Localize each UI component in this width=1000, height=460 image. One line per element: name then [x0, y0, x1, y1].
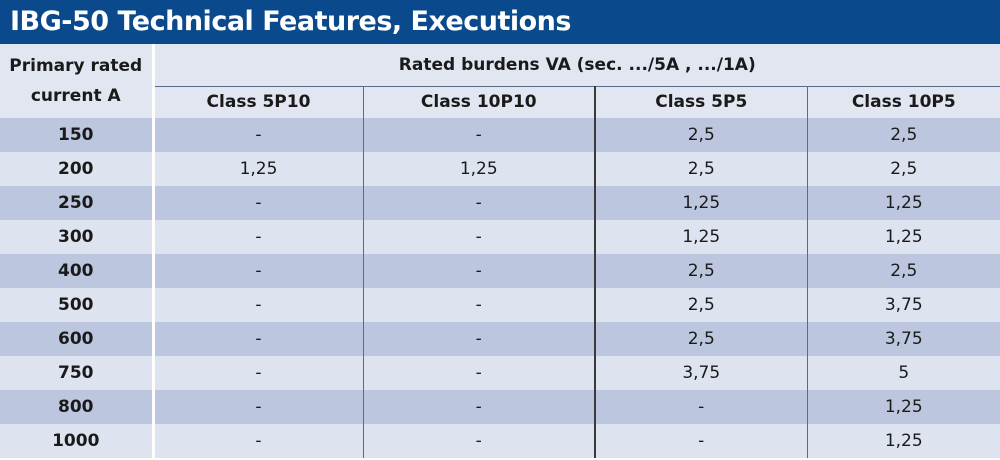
value-cell: -: [151, 186, 363, 220]
value-cell: 3,75: [806, 288, 1000, 322]
value-cell: -: [362, 220, 595, 254]
value-cell: -: [151, 288, 363, 322]
value-cell: 2,5: [806, 152, 1000, 186]
value-cell: 2,5: [806, 118, 1000, 152]
class-header-5p5: Class 5P5: [594, 86, 807, 118]
value-cell: 3,75: [806, 322, 1000, 356]
current-cell: 500: [0, 288, 153, 322]
value-cell: 3,75: [594, 356, 807, 390]
value-cell: 2,5: [806, 254, 1000, 288]
value-cell: 1,25: [594, 186, 807, 220]
value-cell: 2,5: [594, 254, 807, 288]
primary-header-line1: Primary rated: [9, 56, 143, 76]
table-row: 600 - - 2,5 3,75: [0, 322, 1000, 356]
current-cell: 800: [0, 390, 153, 424]
value-cell: -: [151, 356, 363, 390]
class-header-10p10: Class 10P10: [362, 86, 595, 118]
current-cell: 750: [0, 356, 153, 390]
value-cell: -: [594, 390, 807, 424]
current-cell: 200: [0, 152, 153, 186]
table-row: 300 - - 1,25 1,25: [0, 220, 1000, 254]
value-cell: 2,5: [594, 118, 807, 152]
value-cell: -: [151, 118, 363, 152]
table-row: 800 - - - 1,25: [0, 390, 1000, 424]
value-cell: -: [362, 254, 595, 288]
table-row: 250 - - 1,25 1,25: [0, 186, 1000, 220]
value-cell: -: [151, 254, 363, 288]
value-cell: 1,25: [594, 220, 807, 254]
primary-current-header: Primary rated current A: [0, 44, 153, 118]
value-cell: -: [362, 186, 595, 220]
class-header-10p5: Class 10P5: [806, 86, 1000, 118]
value-cell: -: [594, 424, 807, 458]
table-row: 750 - - 3,75 5: [0, 356, 1000, 390]
value-cell: 1,25: [806, 220, 1000, 254]
value-cell: -: [362, 118, 595, 152]
value-cell: -: [151, 424, 363, 458]
current-cell: 400: [0, 254, 153, 288]
value-cell: -: [151, 322, 363, 356]
current-cell: 150: [0, 118, 153, 152]
table-row: 500 - - 2,5 3,75: [0, 288, 1000, 322]
value-cell: 1,25: [151, 152, 363, 186]
value-cell: -: [362, 390, 595, 424]
table-title: IBG-50 Technical Features, Executions: [0, 0, 1000, 44]
current-cell: 250: [0, 186, 153, 220]
value-cell: 2,5: [594, 322, 807, 356]
value-cell: -: [151, 390, 363, 424]
value-cell: 1,25: [362, 152, 595, 186]
current-cell: 600: [0, 322, 153, 356]
value-cell: -: [362, 288, 595, 322]
rated-burdens-header: Rated burdens VA (sec. .../5A , .../1A): [151, 44, 1000, 87]
value-cell: 1,25: [806, 186, 1000, 220]
value-cell: -: [362, 322, 595, 356]
value-cell: 1,25: [806, 390, 1000, 424]
value-cell: 5: [806, 356, 1000, 390]
table-row: 400 - - 2,5 2,5: [0, 254, 1000, 288]
value-cell: 2,5: [594, 152, 807, 186]
value-cell: -: [151, 220, 363, 254]
current-cell: 300: [0, 220, 153, 254]
table-row: 150 - - 2,5 2,5: [0, 118, 1000, 152]
table-row: 200 1,25 1,25 2,5 2,5: [0, 152, 1000, 186]
class-header-5p10: Class 5P10: [151, 86, 363, 118]
burden-table: Primary rated current A Rated burdens VA…: [0, 44, 1000, 458]
table-row: 1000 - - - 1,25: [0, 424, 1000, 458]
primary-header-line2: current A: [30, 86, 121, 106]
value-cell: 1,25: [806, 424, 1000, 458]
value-cell: -: [362, 356, 595, 390]
value-cell: 2,5: [594, 288, 807, 322]
value-cell: -: [362, 424, 595, 458]
current-cell: 1000: [0, 424, 153, 458]
